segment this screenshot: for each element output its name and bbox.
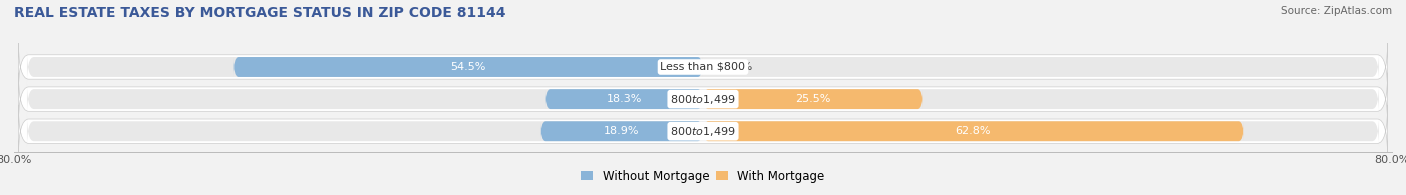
Text: Source: ZipAtlas.com: Source: ZipAtlas.com	[1281, 6, 1392, 16]
Text: 0.0%: 0.0%	[724, 62, 752, 72]
FancyBboxPatch shape	[27, 83, 1379, 115]
Text: 18.9%: 18.9%	[603, 126, 640, 136]
FancyBboxPatch shape	[18, 73, 1388, 125]
Text: REAL ESTATE TAXES BY MORTGAGE STATUS IN ZIP CODE 81144: REAL ESTATE TAXES BY MORTGAGE STATUS IN …	[14, 6, 506, 20]
FancyBboxPatch shape	[703, 89, 922, 109]
FancyBboxPatch shape	[703, 121, 1244, 141]
FancyBboxPatch shape	[18, 105, 1388, 158]
FancyBboxPatch shape	[27, 51, 1379, 83]
FancyBboxPatch shape	[233, 57, 703, 77]
Legend: Without Mortgage, With Mortgage: Without Mortgage, With Mortgage	[576, 165, 830, 188]
Text: $800 to $1,499: $800 to $1,499	[671, 125, 735, 138]
Text: 25.5%: 25.5%	[796, 94, 831, 104]
FancyBboxPatch shape	[546, 89, 703, 109]
FancyBboxPatch shape	[27, 115, 1379, 147]
Text: 62.8%: 62.8%	[956, 126, 991, 136]
Text: $800 to $1,499: $800 to $1,499	[671, 93, 735, 106]
FancyBboxPatch shape	[540, 121, 703, 141]
Text: 18.3%: 18.3%	[606, 94, 643, 104]
FancyBboxPatch shape	[18, 41, 1388, 93]
Text: Less than $800: Less than $800	[661, 62, 745, 72]
Text: 54.5%: 54.5%	[451, 62, 486, 72]
